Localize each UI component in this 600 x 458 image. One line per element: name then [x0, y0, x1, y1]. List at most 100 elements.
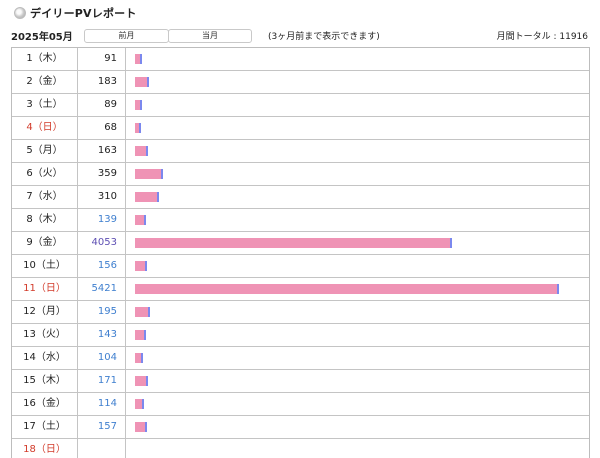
pv-bar-cell: [127, 255, 588, 277]
pv-bar-cell: [127, 347, 588, 369]
pv-bar-main: [135, 169, 161, 179]
pv-count-cell[interactable]: 143: [78, 324, 126, 346]
pv-bar-accent: [148, 307, 150, 317]
current-month-button[interactable]: 当月: [168, 29, 252, 43]
table-row: 2（金） 183: [12, 71, 589, 94]
pv-bar: [135, 284, 559, 294]
pv-bar-accent: [146, 376, 148, 386]
pv-count-cell[interactable]: 104: [78, 347, 126, 369]
pv-count-cell: 68: [78, 117, 126, 139]
pv-bar: [135, 215, 146, 225]
table-row: 12（月） 195: [12, 301, 589, 324]
day-cell: 3（土）: [12, 94, 78, 116]
table-row: 3（土） 89: [12, 94, 589, 117]
pv-bar-main: [135, 77, 147, 87]
pv-bar-accent: [145, 422, 147, 432]
pv-bar-accent: [145, 261, 147, 271]
table-row: 15（木） 171: [12, 370, 589, 393]
day-cell: 8（木）: [12, 209, 78, 231]
pv-bar-accent: [141, 353, 143, 363]
day-cell: 18（日）: [12, 439, 78, 458]
pv-bar-accent: [139, 123, 141, 133]
day-cell: 13（火）: [12, 324, 78, 346]
day-cell: 14（水）: [12, 347, 78, 369]
pv-bar-accent: [157, 192, 159, 202]
pv-bar: [135, 330, 146, 340]
monthly-total: 月間トータル : 11916: [496, 32, 588, 42]
day-cell: 4（日）: [12, 117, 78, 139]
pv-bar-cell: [127, 94, 588, 116]
pv-bar-cell: [127, 71, 588, 93]
pv-bar: [135, 353, 143, 363]
pv-count-cell[interactable]: [78, 439, 126, 458]
pv-count-cell[interactable]: 5421: [78, 278, 126, 300]
pv-count-cell: 89: [78, 94, 126, 116]
table-row: 13（火） 143: [12, 324, 589, 347]
pv-bar-main: [135, 307, 148, 317]
day-cell: 16（金）: [12, 393, 78, 415]
pv-bar-accent: [557, 284, 559, 294]
pv-bar: [135, 77, 149, 87]
pv-bar-main: [135, 100, 140, 110]
pv-count-cell: 91: [78, 48, 126, 70]
pv-bar-main: [135, 261, 145, 271]
table-row: 6（火） 359: [12, 163, 589, 186]
pv-count-cell[interactable]: 156: [78, 255, 126, 277]
table-row: 11（日） 5421: [12, 278, 589, 301]
pv-bar: [135, 399, 144, 409]
pv-bar-cell: [127, 140, 588, 162]
day-cell: 7（水）: [12, 186, 78, 208]
pv-count-cell[interactable]: 157: [78, 416, 126, 438]
pv-bar-accent: [450, 238, 452, 248]
pv-bar-main: [135, 353, 141, 363]
pv-bar-cell: [127, 439, 588, 458]
pv-bar-cell: [127, 278, 588, 300]
pv-bar-main: [135, 330, 144, 340]
month-nav: 2025年05月 前月 当月 (3ヶ月前まで表示できます) 月間トータル : 1…: [0, 26, 600, 44]
pv-bar-cell: [127, 232, 588, 254]
pv-bar-cell: [127, 209, 588, 231]
pv-bar-accent: [146, 146, 148, 156]
pv-count-cell[interactable]: 171: [78, 370, 126, 392]
pv-bar: [135, 100, 142, 110]
pv-bar-cell: [127, 416, 588, 438]
pv-bar: [135, 261, 147, 271]
pv-bar-main: [135, 376, 146, 386]
day-cell: 15（木）: [12, 370, 78, 392]
daily-pv-table: 1（木） 91 2（金） 183 3（土） 89 4（日） 68 5（月） 163 6（火） 359 7…: [11, 47, 590, 458]
pv-bar-cell: [127, 393, 588, 415]
day-cell: 12（月）: [12, 301, 78, 323]
pv-count-cell[interactable]: 195: [78, 301, 126, 323]
pv-bar-accent: [161, 169, 163, 179]
pv-count-cell: 310: [78, 186, 126, 208]
table-row: 14（水） 104: [12, 347, 589, 370]
pv-bar-main: [135, 54, 140, 64]
pv-bar-accent: [140, 54, 142, 64]
table-row: 8（木） 139: [12, 209, 589, 232]
pv-count-cell[interactable]: 139: [78, 209, 126, 231]
pv-bar-main: [135, 238, 450, 248]
table-row: 4（日） 68: [12, 117, 589, 140]
pv-count-cell: 183: [78, 71, 126, 93]
day-cell: 9（金）: [12, 232, 78, 254]
table-row: 17（土） 157: [12, 416, 589, 439]
pv-bar-cell: [127, 48, 588, 70]
pv-bar: [135, 307, 150, 317]
pv-count-cell: 359: [78, 163, 126, 185]
pv-bar-main: [135, 215, 144, 225]
day-cell: 5（月）: [12, 140, 78, 162]
pv-bar-main: [135, 422, 145, 432]
table-row: 5（月） 163: [12, 140, 589, 163]
prev-month-button[interactable]: 前月: [84, 29, 169, 43]
pv-bar: [135, 169, 163, 179]
range-note: (3ヶ月前まで表示できます): [268, 32, 380, 42]
pv-count-cell[interactable]: 4053: [78, 232, 126, 254]
pv-bar-accent: [144, 215, 146, 225]
day-cell: 10（土）: [12, 255, 78, 277]
pv-bar-main: [135, 284, 557, 294]
pv-bar-main: [135, 399, 142, 409]
report-header: デイリーPVレポート: [14, 4, 137, 22]
day-cell: 6（火）: [12, 163, 78, 185]
pv-bar-accent: [140, 100, 142, 110]
pv-count-cell[interactable]: 114: [78, 393, 126, 415]
